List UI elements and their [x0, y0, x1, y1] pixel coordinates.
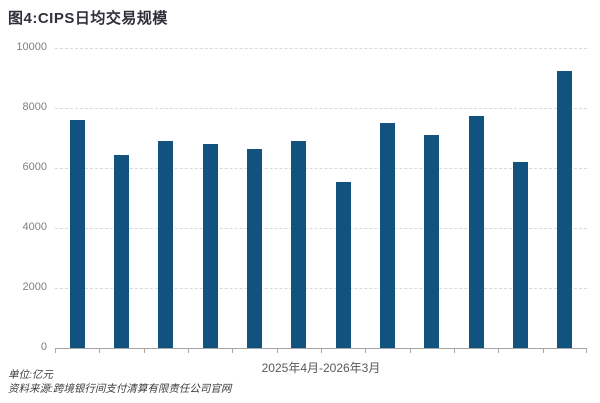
- gridline: [55, 288, 587, 289]
- chart-title: 图4:CIPS日均交易规模: [8, 10, 168, 27]
- bar: [557, 70, 573, 348]
- x-axis-tick: [144, 348, 145, 353]
- y-axis-tick-label: 10000: [16, 41, 47, 53]
- x-axis-tick: [99, 348, 100, 353]
- y-axis-tick-label: 8000: [22, 101, 47, 113]
- x-axis-tick: [188, 348, 189, 353]
- bar: [291, 141, 307, 348]
- bar: [247, 148, 262, 348]
- y-axis-tick-label: 0: [40, 341, 47, 353]
- y-axis-tick-label: 4000: [22, 221, 47, 233]
- y-axis: 0 2000 4000 6000 8000 10000: [0, 41, 47, 353]
- bar: [380, 123, 395, 348]
- gridline: [55, 228, 587, 229]
- x-axis-tick: [365, 348, 366, 353]
- bar: [513, 162, 528, 348]
- bar: [335, 181, 351, 348]
- x-axis-tick: [55, 348, 56, 353]
- x-axis-label: 2025年4月-2026年3月: [261, 361, 381, 375]
- gridline: [55, 48, 587, 49]
- bar: [202, 144, 218, 348]
- x-axis-tick: [454, 348, 455, 353]
- y-axis-tick-label: 6000: [22, 161, 47, 173]
- gridline: [55, 168, 587, 169]
- x-axis-tick: [543, 348, 544, 353]
- bar: [114, 154, 129, 348]
- x-axis-tick: [321, 348, 322, 353]
- unit-note: 单位:亿元: [8, 369, 53, 381]
- gridline: [55, 108, 587, 109]
- bar: [158, 141, 174, 348]
- x-axis-tick: [498, 348, 499, 353]
- x-axis-tick: [277, 348, 278, 353]
- plot-area: [55, 48, 587, 353]
- x-axis-tick: [232, 348, 233, 353]
- chart-footer: 单位:亿元 资料来源:跨境银行间支付清算有限责任公司官网: [8, 368, 231, 396]
- bar: [424, 135, 440, 348]
- source-note: 资料来源:跨境银行间支付清算有限责任公司官网: [8, 383, 232, 395]
- x-axis-tick: [410, 348, 411, 353]
- bar: [468, 115, 484, 348]
- y-axis-tick-label: 2000: [22, 281, 47, 293]
- bar: [69, 120, 85, 348]
- x-axis-tick: [586, 348, 587, 353]
